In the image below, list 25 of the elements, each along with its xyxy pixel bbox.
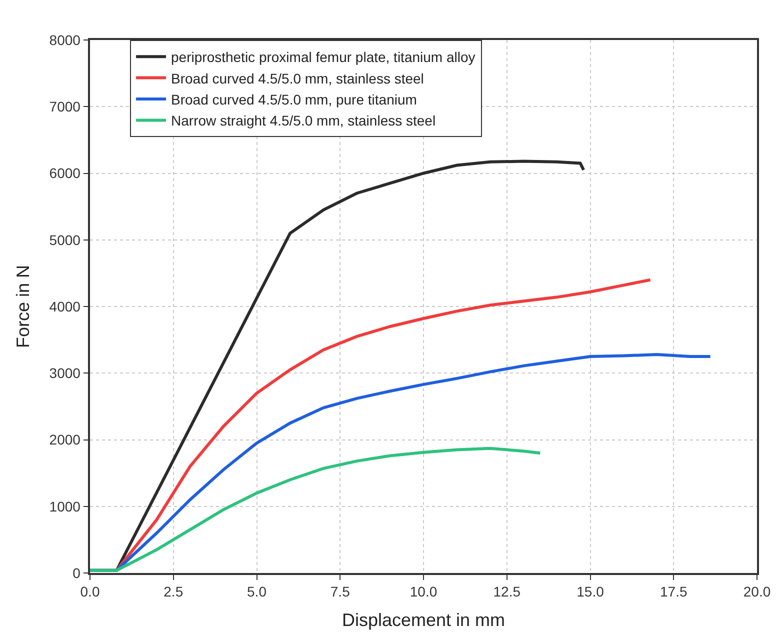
x-axis-title: Displacement in mm [342,610,506,630]
legend-label: Broad curved 4.5/5.0 mm, stainless steel [171,70,424,86]
y-tick-label: 4000 [49,298,81,314]
x-tick-label: 10.0 [410,584,438,600]
y-axis-title: Force in N [12,264,33,348]
x-tick-label: 17.5 [660,584,688,600]
legend-label: Broad curved 4.5/5.0 mm, pure titanium [171,91,417,108]
legend-label: Narrow straight 4.5/5.0 mm, stainless steel [171,112,436,129]
x-tick-label: 5.0 [247,584,267,600]
y-tick-label: 0 [72,564,81,581]
y-tick-label: 7000 [49,98,81,115]
y-tick-label: 5000 [49,232,81,248]
x-tick-label: 0.0 [80,584,100,600]
x-tick-label: 12.5 [493,584,521,600]
x-tick-label: 15.0 [576,584,604,600]
x-tick-label: 20.0 [743,584,771,600]
y-tick-label: 8000 [49,32,81,48]
y-tick-label: 1000 [49,498,81,514]
x-tick-label: 7.5 [330,584,350,600]
y-tick-label: 6000 [49,165,81,182]
y-tick-label: 2000 [49,432,81,448]
x-tick-label: 2.5 [164,584,184,600]
line-series [90,446,542,572]
legend-label: periprosthetic proximal femur plate, titanium alloy [171,49,476,66]
y-tick-label: 3000 [49,365,81,382]
